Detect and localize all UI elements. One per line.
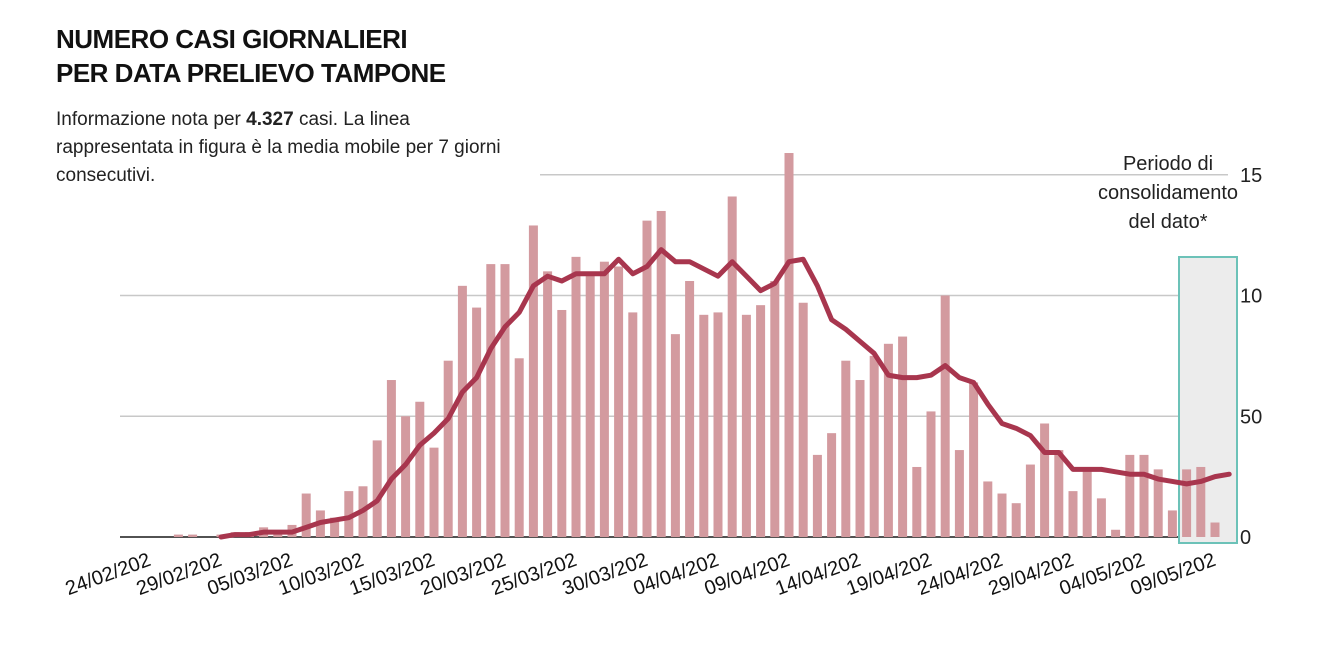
bar [940, 295, 950, 537]
bar [727, 196, 737, 538]
y-tick-label: 15 [1240, 165, 1262, 187]
subtitle-text: Informazione nota per [56, 109, 247, 130]
bar [1054, 450, 1064, 537]
bar [812, 454, 822, 537]
annotation: consolidamento [1098, 182, 1238, 204]
bar [756, 305, 766, 537]
bar [898, 336, 908, 537]
bar [188, 534, 198, 537]
title-line: PER DATA PRELIEVO TAMPONE [56, 58, 446, 88]
bar [599, 261, 609, 537]
bar [1082, 469, 1092, 537]
annotation: del dato* [1129, 211, 1208, 233]
bar [401, 416, 411, 537]
bar [628, 312, 638, 537]
bar [1011, 503, 1021, 537]
moving-average-line [218, 247, 1232, 540]
bar [1096, 498, 1106, 537]
bar [372, 440, 382, 537]
bar [1210, 522, 1220, 537]
y-tick-label: 50 [1240, 406, 1262, 428]
bar [685, 281, 695, 537]
bar [1167, 510, 1177, 537]
bar [954, 450, 964, 537]
chart-title: NUMERO CASI GIORNALIERI PER DATA PRELIEV… [56, 22, 446, 90]
bar [443, 360, 453, 537]
bar [656, 210, 666, 537]
subtitle-count: 4.327 [246, 109, 294, 130]
bar [543, 271, 553, 537]
bar [514, 358, 524, 537]
subtitle-text: casi. La linea rappresentata in figura è… [56, 109, 501, 186]
bar [1040, 423, 1050, 537]
annotation: Periodo di [1123, 153, 1213, 175]
bar [1125, 454, 1135, 537]
bar [699, 314, 709, 537]
bar [1182, 469, 1192, 537]
bar [457, 285, 467, 537]
bar [827, 433, 837, 537]
bar [983, 481, 993, 537]
bar [614, 266, 624, 537]
subtitle: Informazione nota per 4.327 casi. La lin… [56, 106, 526, 190]
bar [344, 491, 354, 537]
bar [798, 302, 808, 537]
bar [486, 264, 496, 537]
bar [784, 153, 794, 537]
bar [926, 411, 936, 537]
bar [741, 314, 751, 537]
bar [1068, 491, 1078, 537]
bar [585, 273, 595, 537]
bar [713, 312, 723, 537]
bar [969, 382, 979, 537]
bar [429, 447, 439, 537]
bar [500, 264, 510, 537]
bar [855, 380, 865, 537]
bar [912, 466, 922, 537]
title-line: NUMERO CASI GIORNALIERI [56, 24, 408, 54]
bar [1025, 464, 1035, 537]
bar [472, 307, 482, 537]
bar [869, 355, 879, 537]
bar [642, 220, 652, 537]
y-tick-label: 0 [1240, 527, 1251, 549]
bar [386, 380, 396, 537]
y-tick-label: 10 [1240, 286, 1262, 308]
header: NUMERO CASI GIORNALIERI PER DATA PRELIEV… [0, 0, 540, 196]
bar [670, 334, 680, 537]
bar [1139, 454, 1149, 537]
bar [571, 256, 581, 537]
bar [1111, 529, 1121, 537]
bar [1153, 469, 1163, 537]
bar [557, 309, 567, 537]
bar [997, 493, 1007, 537]
bar [415, 401, 425, 537]
bar [883, 343, 893, 537]
bar [301, 493, 311, 537]
bar [330, 517, 340, 537]
bar [173, 534, 183, 537]
bar [770, 281, 780, 537]
bar [841, 360, 851, 537]
bar [528, 225, 538, 537]
bar [1196, 466, 1206, 537]
